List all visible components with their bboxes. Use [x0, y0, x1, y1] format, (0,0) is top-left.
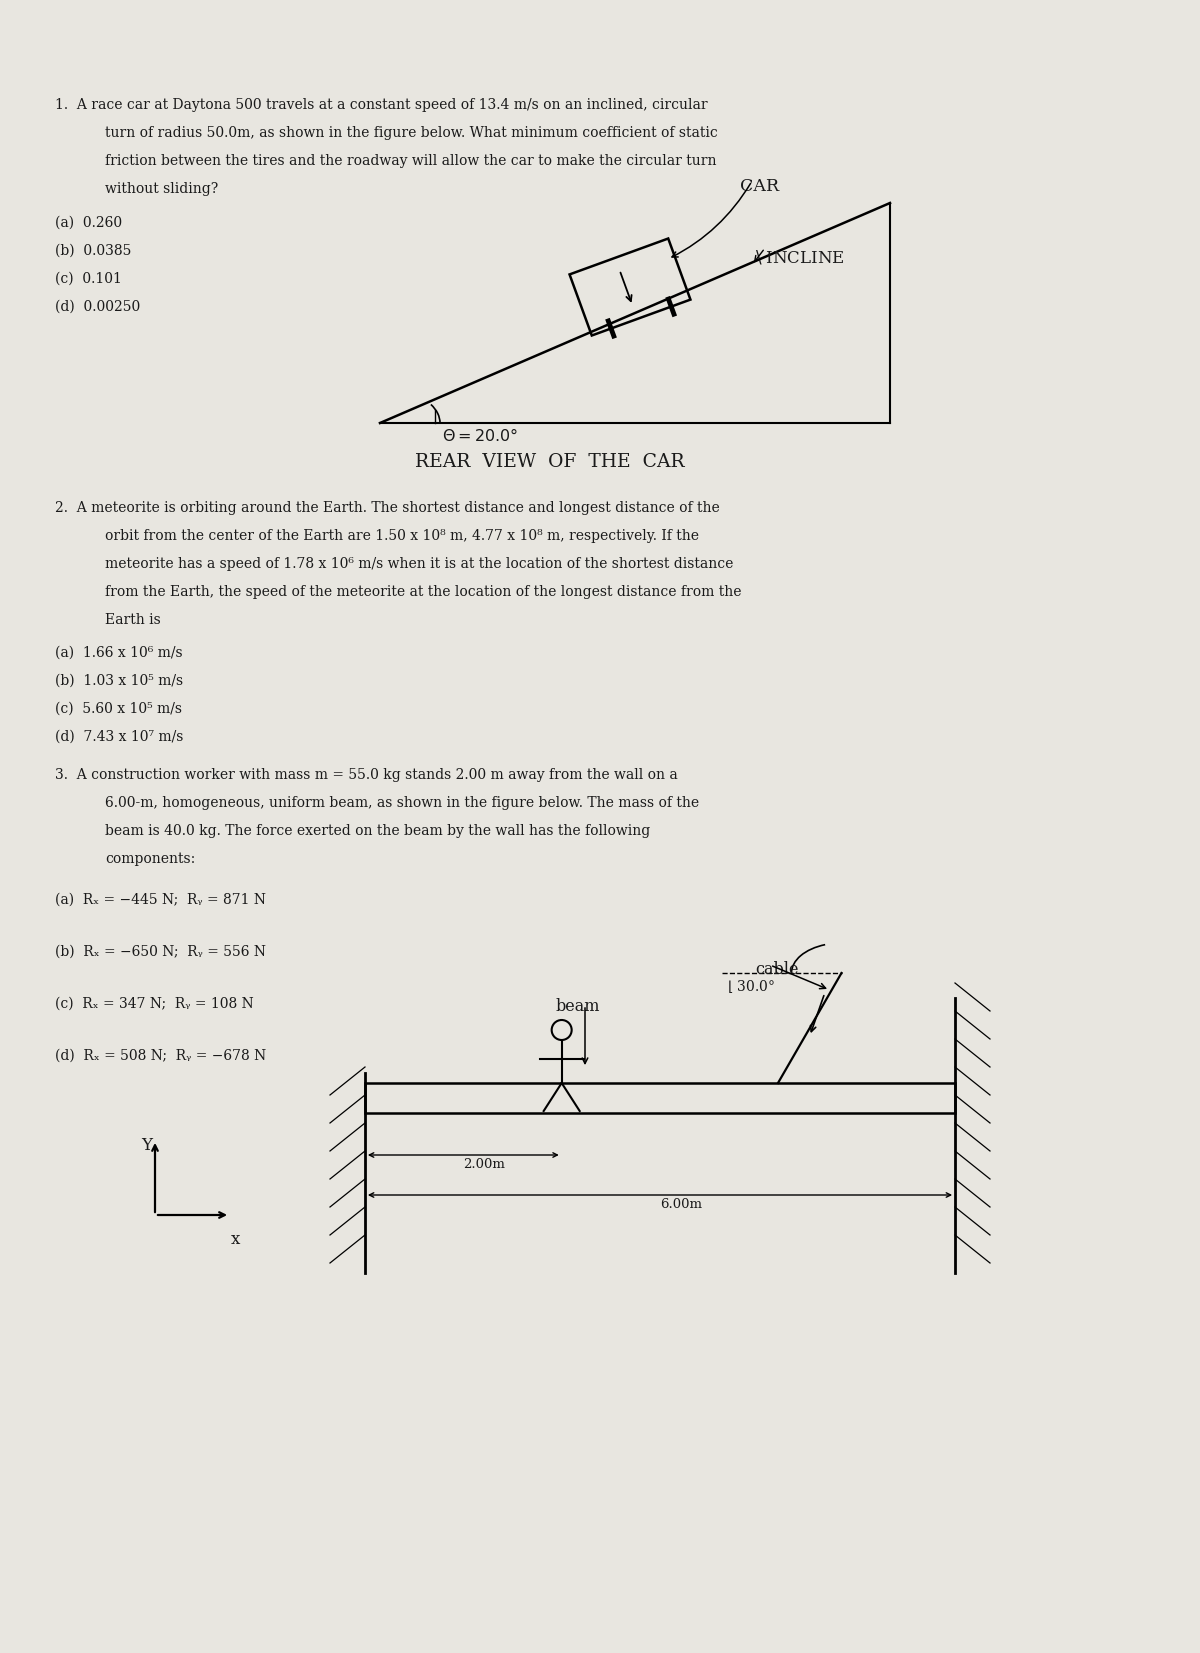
Text: $\lfloor$ 30.0°: $\lfloor$ 30.0° — [726, 979, 775, 995]
Text: 2.00m: 2.00m — [463, 1159, 505, 1170]
Text: cable: cable — [755, 960, 798, 979]
Bar — [365, 1083, 955, 1112]
Text: 1.  A race car at Daytona 500 travels at a constant speed of 13.4 m/s on an incl: 1. A race car at Daytona 500 travels at … — [55, 98, 708, 112]
Text: (c)  5.60 x 10⁵ m/s: (c) 5.60 x 10⁵ m/s — [55, 703, 182, 716]
Text: 6.00-m, homogeneous, uniform beam, as shown in the figure below. The mass of the: 6.00-m, homogeneous, uniform beam, as sh… — [106, 797, 700, 810]
Text: orbit from the center of the Earth are 1.50 x 10⁸ m, 4.77 x 10⁸ m, respectively.: orbit from the center of the Earth are 1… — [106, 529, 698, 542]
Text: 3.  A construction worker with mass m = 55.0 kg stands 2.00 m away from the wall: 3. A construction worker with mass m = 5… — [55, 769, 678, 782]
Text: beam is 40.0 kg. The force exerted on the beam by the wall has the following: beam is 40.0 kg. The force exerted on th… — [106, 823, 650, 838]
Text: components:: components: — [106, 851, 196, 866]
Text: REAR  VIEW  OF  THE  CAR: REAR VIEW OF THE CAR — [415, 453, 685, 471]
Text: $\backslash$ INCLINE: $\backslash$ INCLINE — [755, 248, 845, 266]
Text: (d)  0.00250: (d) 0.00250 — [55, 299, 140, 314]
Text: CAR: CAR — [740, 179, 779, 195]
Text: beam: beam — [554, 998, 600, 1015]
Text: 2.  A meteorite is orbiting around the Earth. The shortest distance and longest : 2. A meteorite is orbiting around the Ea… — [55, 501, 720, 516]
Text: (c)  0.101: (c) 0.101 — [55, 273, 122, 286]
Text: meteorite has a speed of 1.78 x 10⁶ m/s when it is at the location of the shorte: meteorite has a speed of 1.78 x 10⁶ m/s … — [106, 557, 733, 570]
Text: turn of radius 50.0m, as shown in the figure below. What minimum coefficient of : turn of radius 50.0m, as shown in the fi… — [106, 126, 718, 141]
Text: (a)  0.260: (a) 0.260 — [55, 217, 122, 230]
Text: $\Theta = 20.0°$: $\Theta = 20.0°$ — [442, 428, 518, 445]
Text: without sliding?: without sliding? — [106, 182, 218, 197]
Text: from the Earth, the speed of the meteorite at the location of the longest distan: from the Earth, the speed of the meteori… — [106, 585, 742, 598]
Text: (b)  1.03 x 10⁵ m/s: (b) 1.03 x 10⁵ m/s — [55, 674, 184, 688]
Text: (b)  0.0385: (b) 0.0385 — [55, 245, 131, 258]
Text: (a)  1.66 x 10⁶ m/s: (a) 1.66 x 10⁶ m/s — [55, 646, 182, 660]
Text: (a)  Rₓ = −445 N;  Rᵧ = 871 N: (a) Rₓ = −445 N; Rᵧ = 871 N — [55, 893, 266, 907]
Text: (b)  Rₓ = −650 N;  Rᵧ = 556 N: (b) Rₓ = −650 N; Rᵧ = 556 N — [55, 946, 266, 959]
Text: (d)  7.43 x 10⁷ m/s: (d) 7.43 x 10⁷ m/s — [55, 731, 184, 744]
Text: x: x — [230, 1231, 240, 1248]
Text: (d)  Rₓ = 508 N;  Rᵧ = −678 N: (d) Rₓ = 508 N; Rᵧ = −678 N — [55, 1050, 266, 1063]
Text: Y: Y — [142, 1137, 152, 1154]
Text: (c)  Rₓ = 347 N;  Rᵧ = 108 N: (c) Rₓ = 347 N; Rᵧ = 108 N — [55, 997, 253, 1012]
Text: 6.00m: 6.00m — [660, 1198, 702, 1212]
Text: Earth is: Earth is — [106, 613, 161, 626]
Text: friction between the tires and the roadway will allow the car to make the circul: friction between the tires and the roadw… — [106, 154, 716, 169]
